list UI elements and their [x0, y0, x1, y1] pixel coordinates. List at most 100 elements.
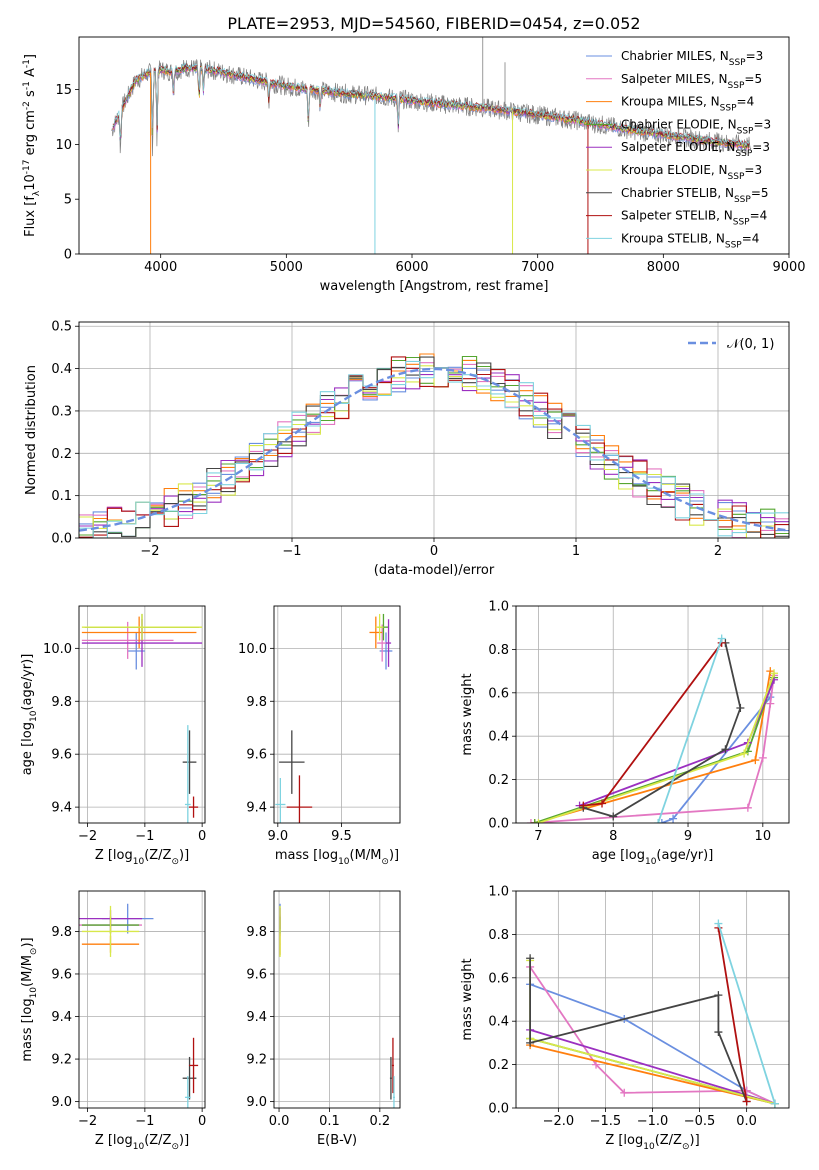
plot-marks: [274, 891, 400, 1108]
y-tick-label: 9.4: [246, 801, 267, 816]
series-chabrier_stelib: [529, 958, 748, 1102]
x-axis-label: (data-model)/error: [374, 563, 495, 578]
x-tick-label: −2: [78, 1114, 97, 1129]
y-tick-label: 9.0: [246, 1095, 267, 1110]
series-kroupa_miles: [529, 1044, 776, 1105]
y-tick-label: 9.4: [51, 801, 72, 816]
series-salpeter_elodie: [529, 1029, 776, 1105]
x-tick-label: 9: [684, 829, 692, 844]
y-tick-label: 0.4: [51, 362, 72, 377]
y-tick-label: 0.4: [488, 730, 509, 745]
y-tick-label: 0.6: [488, 686, 509, 701]
x-tick-label: 6000: [395, 260, 428, 275]
legend-label: Salpeter STELIB, NSSP=4: [621, 209, 767, 228]
marker-kroupa_elodie: [534, 819, 543, 823]
y-tick-label: 0.5: [51, 320, 72, 335]
marker-kroupa_stelib: [654, 819, 663, 823]
y-tick-label: 0.2: [488, 773, 509, 788]
marker-salpeter_miles: [620, 1088, 629, 1097]
marker-chabrier_stelib: [736, 703, 745, 712]
x-tick-label: 0.1: [319, 1114, 340, 1129]
legend-label: Kroupa ELODIE, NSSP=3: [621, 163, 762, 182]
plot-area: [516, 891, 789, 1108]
x-axis-label: Z [log10(Z/Z⊙)]: [605, 1133, 699, 1152]
x-tick-label: 2: [714, 544, 722, 559]
age-vs-mass-panel: 9.0 9.5 9.4 9.6 9.8 10.0 mass [log10(M/M⊙)]: [238, 605, 401, 867]
y-tick-label: 9.8: [51, 925, 72, 940]
x-tick-label: 1: [572, 544, 580, 559]
x-axis-label: wavelength [Angstrom, rest frame]: [320, 279, 549, 294]
y-tick-label: 0.3: [51, 404, 72, 419]
x-tick-label: −1: [282, 544, 301, 559]
y-tick-label: 0.4: [488, 1015, 509, 1030]
y-tick-label: 10.0: [43, 642, 72, 657]
y-axis-label: mass weight: [460, 958, 475, 1040]
marker-salpeter_miles: [758, 753, 767, 762]
plot-marks: [274, 606, 400, 823]
marker-chabrier_stelib: [609, 812, 618, 821]
x-tick-label: 7000: [521, 260, 554, 275]
spectrum-panel: 4000 5000 6000 7000 8000 9000 0 5 10 15 wavelength…: [22, 36, 806, 294]
y-axis-label: Flux [fλ10-17 erg cm-2 s-1 A-1]: [22, 54, 42, 237]
x-axis-label: Z [log10(Z/Z⊙)]: [95, 1133, 189, 1152]
x-tick-label: 0.2: [369, 1114, 390, 1129]
x-tick-label: 5000: [270, 260, 303, 275]
axes-frame: [273, 605, 401, 824]
x-axis-label: age [log10(age/yr)]: [592, 848, 714, 867]
y-tick-label: 9.4: [246, 1010, 267, 1025]
marker-salpeter_miles: [592, 1060, 601, 1069]
x-tick-label: 0: [198, 1114, 206, 1129]
marker-chabrier_stelib: [714, 991, 723, 1000]
axes-frame: [78, 605, 206, 824]
plot-area: [274, 891, 400, 1108]
marker-chabrier_stelib: [721, 745, 730, 754]
x-tick-label: 0.0: [269, 1114, 290, 1129]
plot-marks: [111, 37, 752, 254]
plot-marks: [516, 891, 789, 1108]
legend-label: Salpeter ELODIE, NSSP=3: [621, 140, 770, 159]
marker-kroupa_stelib: [714, 919, 723, 928]
y-tick-label: 9.8: [246, 695, 267, 710]
y-tick-label: 0.0: [488, 817, 509, 832]
histogram-chabrier_stelib: [79, 356, 789, 538]
y-tick-label: 0.6: [488, 971, 509, 986]
axes-frame: [515, 605, 790, 824]
x-tick-label: 9.0: [267, 829, 288, 844]
plot-area: [516, 606, 789, 823]
marker-salpeter_miles: [766, 699, 775, 708]
y-axis-label: mass [log10(M/M⊙)]: [20, 937, 39, 1061]
y-tick-label: 9.6: [246, 967, 267, 982]
marker-kroupa_elodie: [740, 749, 749, 758]
y-tick-label: 0: [64, 248, 72, 263]
y-tick-label: 9.6: [51, 967, 72, 982]
marker-chabrier_stelib: [526, 1038, 535, 1047]
x-tick-label: −2: [78, 829, 97, 844]
legend-label: Kroupa STELIB, NSSP=4: [621, 231, 759, 250]
x-tick-label: −0.5: [684, 1114, 716, 1129]
model-spectrum-kroupa_stelib: [112, 62, 750, 146]
x-axis-label: Z [log10(Z/Z⊙)]: [95, 848, 189, 867]
marker-kroupa_elodie: [770, 669, 779, 678]
y-tick-label: 9.6: [51, 748, 72, 763]
x-tick-label: 0: [198, 829, 206, 844]
x-tick-label: 8: [609, 829, 617, 844]
y-axis-label: mass weight: [460, 673, 475, 755]
histogram-kroupa_stelib: [79, 360, 789, 538]
y-tick-label: 9.2: [51, 1053, 72, 1068]
y-axis-label: age [log10(age/yr)]: [20, 654, 39, 776]
legend-label: Kroupa MILES, NSSP=4: [621, 95, 754, 114]
x-tick-label: −2: [140, 544, 159, 559]
marker-salpeter_miles: [743, 803, 752, 812]
plot-marks: [79, 322, 789, 538]
y-tick-label: 0.8: [488, 643, 509, 658]
x-tick-label: 4000: [144, 260, 177, 275]
plot-area: [274, 606, 400, 823]
x-tick-label: 9000: [772, 260, 805, 275]
x-tick-label: 9.5: [331, 829, 352, 844]
plot-area: [79, 891, 205, 1108]
x-tick-label: −2.0: [543, 1114, 575, 1129]
marker-salpeter_stelib: [598, 799, 607, 808]
y-tick-label: 9.4: [51, 1010, 72, 1025]
y-tick-label: 9.8: [51, 695, 72, 710]
plot-marks: [79, 891, 205, 1108]
